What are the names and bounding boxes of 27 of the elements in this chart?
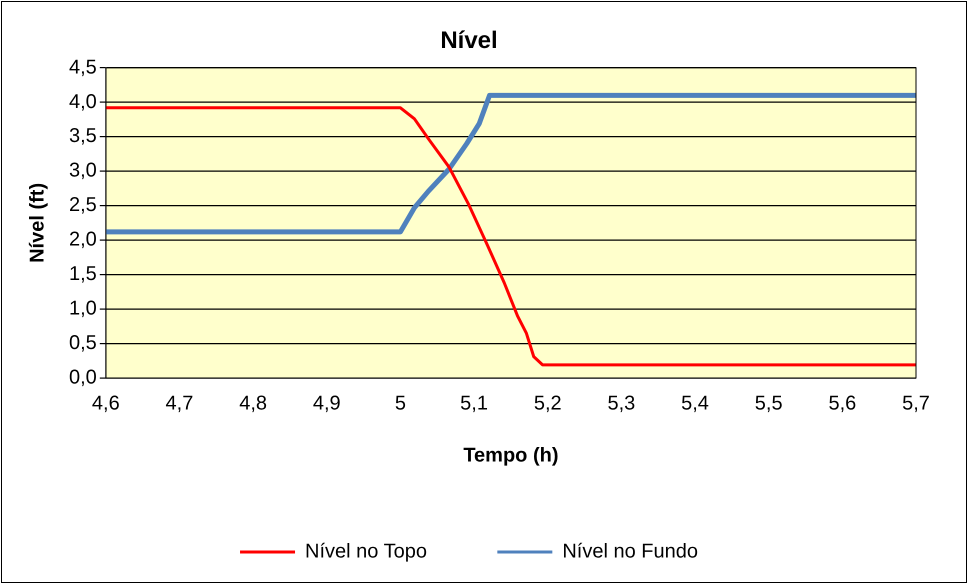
legend-label: Nível no Topo — [305, 540, 427, 563]
x-tick-label: 5,5 — [754, 392, 783, 415]
y-axis-title: Nível (ft) — [26, 182, 49, 263]
x-tick-label: 4,8 — [239, 392, 268, 415]
y-tick-label: 4,5 — [68, 56, 97, 78]
y-tick-label: 2,5 — [68, 194, 97, 216]
x-tick-label: 5 — [394, 392, 406, 415]
legend-label: Nível no Fundo — [562, 540, 698, 563]
x-tick-label: 4,6 — [92, 392, 120, 415]
y-tick-label: 0,5 — [68, 332, 97, 354]
x-axis-title: Tempo (h) — [463, 444, 558, 467]
y-tick-label: 3,0 — [68, 160, 97, 182]
x-tick-label: 5,4 — [681, 392, 709, 415]
x-tick-label: 4,9 — [312, 392, 341, 415]
x-tick-label: 5,1 — [460, 392, 488, 415]
y-tick-label: 4,0 — [68, 90, 97, 113]
y-tick-label: 0,0 — [68, 366, 97, 389]
x-tick-label: 5,6 — [828, 392, 856, 415]
y-tick-label: 1,5 — [68, 263, 97, 286]
y-tick-label: 3,5 — [68, 125, 97, 148]
y-tick-label: 2,0 — [68, 228, 97, 251]
chart-title: Nível — [440, 27, 498, 54]
x-tick-label: 4,7 — [166, 392, 194, 415]
x-tick-label: 5,3 — [607, 392, 636, 415]
y-tick-label: 1,0 — [68, 298, 97, 320]
x-tick-label: 5,7 — [902, 392, 930, 415]
x-tick-label: 5,2 — [534, 392, 562, 415]
